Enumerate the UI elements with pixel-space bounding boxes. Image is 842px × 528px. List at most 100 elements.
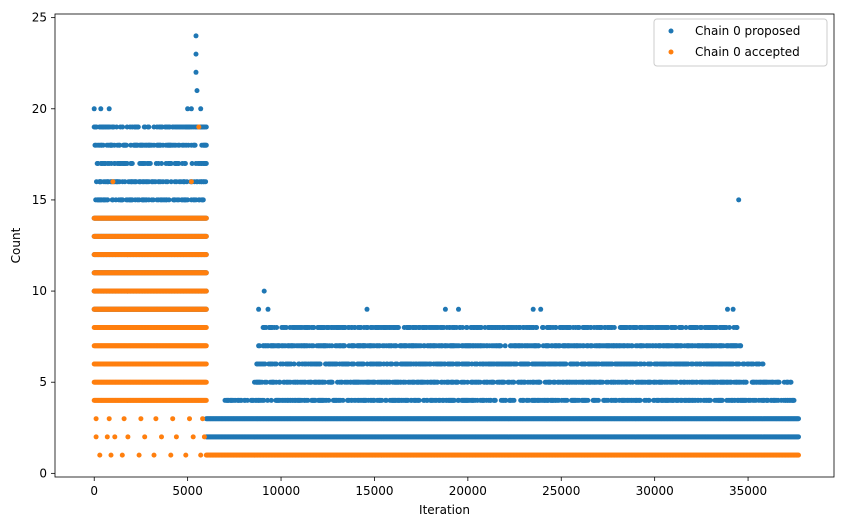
- data-point: [442, 306, 448, 312]
- data-point: [611, 325, 617, 330]
- data-point: [707, 397, 713, 403]
- data-point: [719, 325, 725, 330]
- data-point: [536, 343, 542, 349]
- data-point: [738, 343, 744, 349]
- data-point: [291, 361, 297, 367]
- data-point: [492, 397, 498, 403]
- data-point: [261, 397, 267, 403]
- data-point: [646, 397, 652, 403]
- data-point: [188, 106, 194, 112]
- data-point: [91, 106, 97, 112]
- data-point: [326, 397, 332, 403]
- data-point: [147, 161, 153, 166]
- data-point: [159, 161, 164, 166]
- data-point: [416, 397, 422, 403]
- data-point: [129, 161, 135, 166]
- plot-marks: [91, 33, 801, 458]
- data-point: [502, 343, 508, 349]
- data-point: [198, 106, 204, 112]
- data-point: [360, 343, 366, 349]
- data-point: [135, 124, 141, 130]
- data-point: [305, 397, 311, 403]
- data-point: [730, 306, 736, 312]
- data-point: [395, 325, 401, 330]
- data-point: [364, 306, 370, 312]
- data-point: [203, 179, 209, 185]
- data-point: [170, 124, 176, 130]
- data-point: [595, 397, 601, 403]
- data-point: [776, 379, 782, 385]
- data-point: [538, 306, 544, 312]
- data-point: [667, 343, 673, 349]
- data-point: [537, 379, 543, 385]
- data-point: [193, 69, 199, 75]
- data-point: [456, 306, 461, 312]
- data-point: [265, 306, 271, 312]
- data-point: [725, 306, 730, 312]
- data-point: [796, 434, 801, 440]
- data-point: [110, 124, 116, 130]
- data-point: [203, 161, 209, 166]
- data-point: [193, 33, 199, 39]
- data-point: [108, 142, 114, 148]
- data-point: [329, 379, 335, 385]
- data-point: [268, 397, 274, 403]
- data-point: [120, 124, 126, 130]
- data-point: [654, 325, 659, 330]
- data-point: [95, 161, 101, 166]
- data-point: [498, 343, 504, 349]
- data-point: [93, 142, 99, 148]
- data-point: [452, 325, 458, 330]
- data-point: [796, 416, 801, 422]
- data-point: [704, 343, 710, 349]
- data-point: [273, 361, 279, 367]
- data-point: [112, 161, 118, 166]
- data-point: [269, 325, 275, 330]
- data-point: [585, 397, 591, 403]
- data-point: [317, 361, 323, 367]
- data-point: [511, 379, 517, 385]
- data-point: [760, 361, 766, 367]
- data-point: [791, 397, 797, 403]
- data-point: [530, 306, 536, 312]
- data-point: [734, 325, 740, 330]
- data-point: [736, 197, 742, 203]
- data-point: [719, 397, 725, 403]
- data-point: [342, 343, 348, 349]
- data-point: [534, 325, 540, 330]
- data-point: [513, 325, 519, 330]
- data-point: [200, 197, 206, 203]
- data-point: [175, 142, 181, 148]
- data-point: [201, 124, 207, 130]
- data-point: [265, 397, 271, 403]
- data-point: [244, 397, 250, 403]
- data-point: [193, 51, 199, 57]
- data-point: [98, 106, 104, 112]
- data-point: [129, 179, 135, 185]
- data-point: [97, 179, 103, 185]
- data-point: [726, 325, 732, 330]
- data-point: [644, 325, 650, 330]
- data-point: [203, 142, 209, 148]
- data-point: [540, 325, 546, 330]
- data-point: [181, 124, 187, 130]
- data-point: [123, 142, 129, 148]
- data-point: [194, 88, 200, 94]
- data-point: [564, 397, 570, 403]
- data-point: [261, 288, 267, 294]
- data-point: [166, 197, 172, 203]
- data-point: [743, 379, 749, 385]
- data-point: [256, 306, 262, 312]
- data-point: [105, 197, 111, 203]
- data-point: [182, 161, 188, 166]
- data-point: [146, 124, 152, 130]
- data-point: [511, 397, 517, 403]
- data-point: [788, 379, 794, 385]
- data-point: [637, 397, 643, 403]
- data-point: [611, 343, 617, 349]
- data-point: [101, 124, 107, 130]
- data-point: [563, 361, 569, 367]
- data-point: [190, 124, 196, 130]
